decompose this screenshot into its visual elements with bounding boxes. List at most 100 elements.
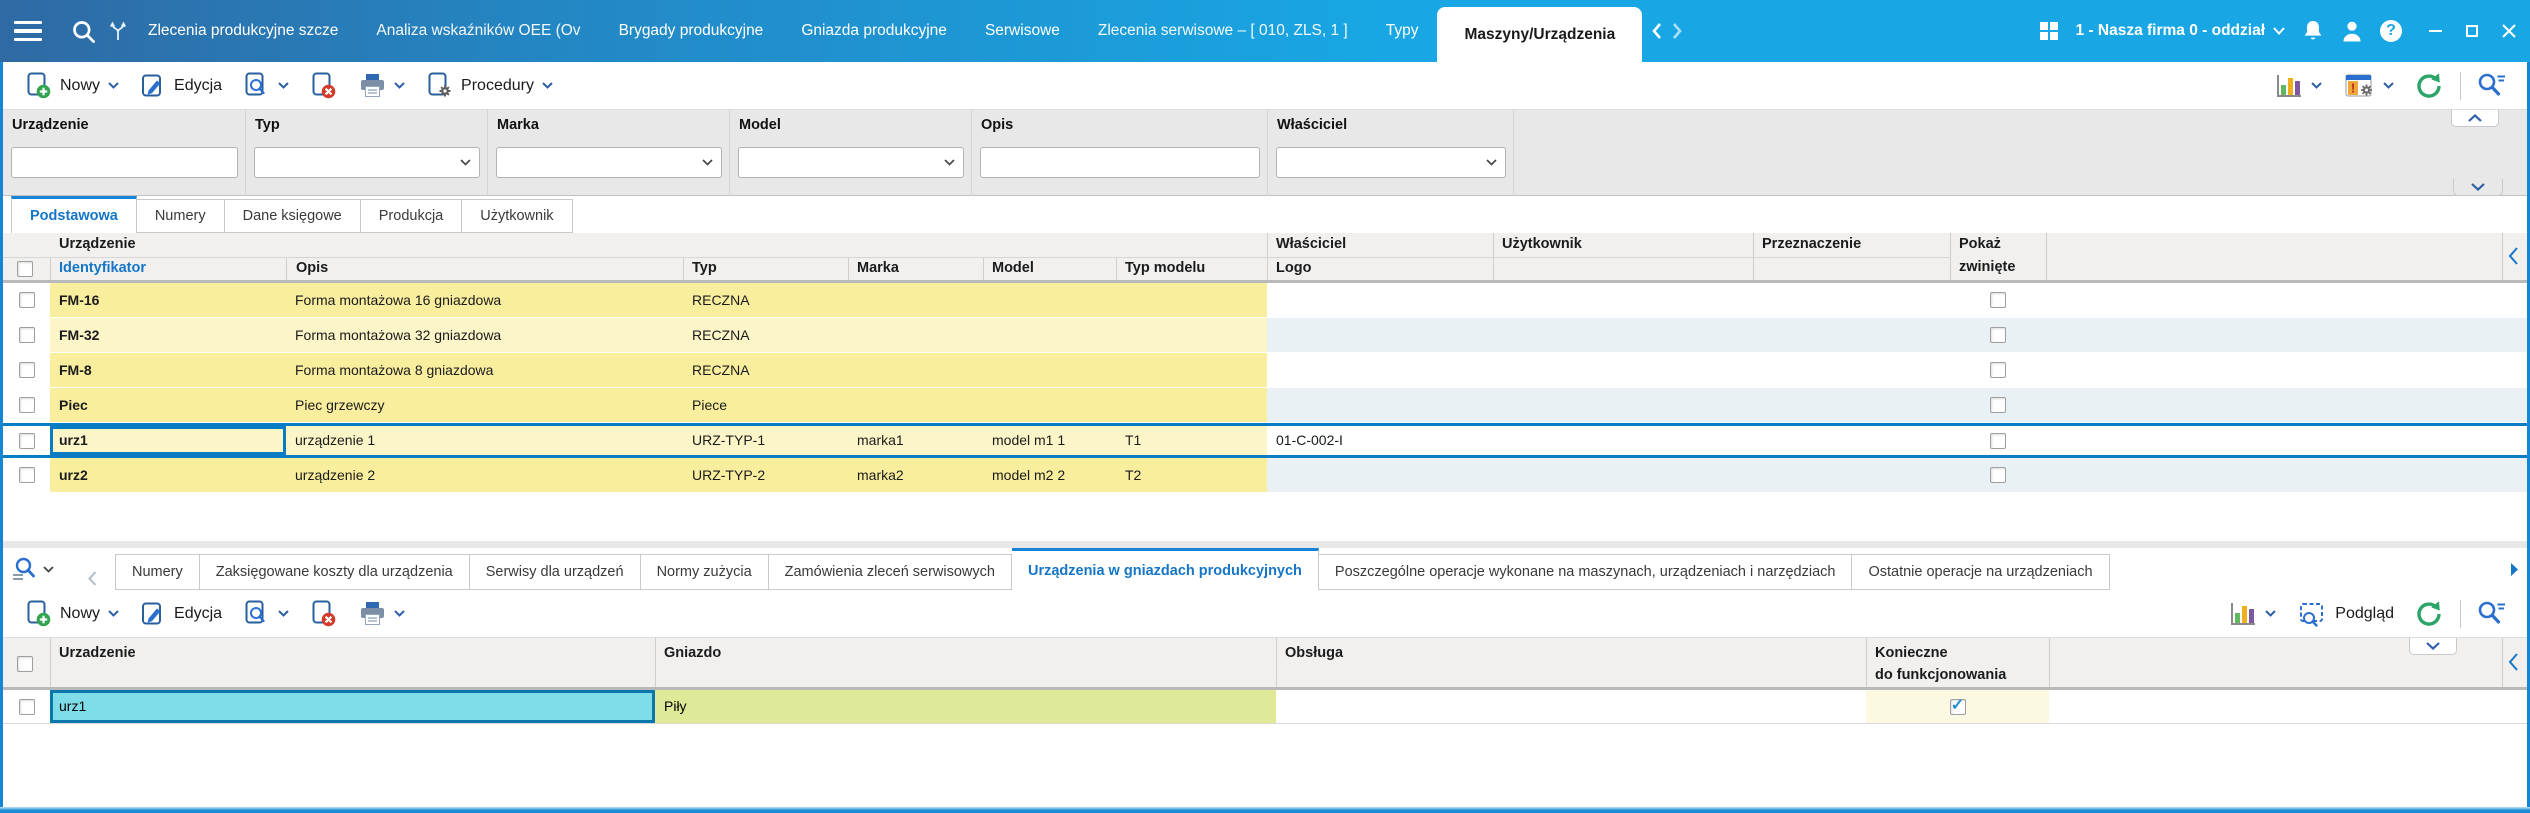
cell-typ[interactable]: URZ-TYP-2	[683, 458, 848, 492]
apps-grid-icon[interactable]	[2039, 21, 2059, 41]
expand-filter-panel-button[interactable]	[2453, 179, 2503, 196]
tab-serwisy-dla-urzadzen[interactable]: Serwisy dla urządzeń	[469, 554, 641, 590]
cell-typ[interactable]: Piece	[683, 388, 848, 422]
search-icon[interactable]	[70, 18, 97, 45]
cell-typ[interactable]: URZ-TYP-1	[683, 426, 848, 455]
bottom-tabs-scroll-left-icon[interactable]	[88, 571, 97, 586]
cell-identyfikator[interactable]: urz2	[50, 458, 286, 492]
tab-typy[interactable]: Typy	[1385, 22, 1419, 39]
cell-identyfikator[interactable]: urz1	[50, 426, 286, 455]
tab-podstawowa[interactable]: Podstawowa	[11, 196, 137, 233]
row-checkbox[interactable]	[18, 698, 35, 715]
cell-przeznaczenie[interactable]	[1753, 283, 1950, 317]
cell-typ-modelu[interactable]	[1116, 318, 1267, 352]
hamburger-menu-icon[interactable]	[14, 20, 42, 42]
row-checkbox[interactable]	[18, 327, 35, 343]
pokaz-zwiniete-checkbox[interactable]	[1990, 362, 2006, 378]
cell-marka[interactable]	[848, 318, 983, 352]
cell-typ-modelu[interactable]: T2	[1116, 458, 1267, 492]
collapse-columns-left-icon-bottom[interactable]	[2508, 652, 2519, 672]
column-header-logo[interactable]: Logo	[1276, 260, 1312, 276]
row-checkbox[interactable]	[18, 362, 35, 378]
cell-model[interactable]	[983, 283, 1116, 317]
filter-select-wlasciciel[interactable]	[1276, 147, 1506, 178]
cell-model[interactable]: model m1 1	[983, 426, 1116, 455]
select-all-checkbox[interactable]	[17, 261, 33, 277]
tab-gniazda-produkcyjne[interactable]: Gniazda produkcyjne	[801, 22, 947, 39]
tabs-scroll-left-icon[interactable]	[1652, 23, 1662, 39]
column-header-typ-modelu[interactable]: Typ modelu	[1125, 260, 1206, 276]
group-header-wlasciciel[interactable]: Właściciel	[1276, 236, 1347, 252]
cell-marka[interactable]	[848, 353, 983, 387]
tab-zlecenia-serwisowe[interactable]: Zlecenia serwisowe – [ 010, ZLS, 1 ]	[1097, 22, 1348, 39]
cell-gniazdo[interactable]: Piły	[655, 690, 1276, 723]
notifications-bell-icon[interactable]	[2302, 19, 2324, 43]
find-button[interactable]	[233, 72, 300, 99]
table-row[interactable]: urz2 urządzenie 2 URZ-TYP-2 marka2 model…	[3, 458, 2527, 493]
advanced-search-button[interactable]	[2476, 72, 2507, 99]
cell-marka[interactable]	[848, 283, 983, 317]
cell-obsluga[interactable]	[1276, 690, 1866, 723]
tab-serwisowe[interactable]: Serwisowe	[984, 22, 1060, 39]
cell-przeznaczenie[interactable]	[1753, 353, 1950, 387]
collapse-bottom-panel-button[interactable]	[2409, 638, 2457, 655]
cell-logo[interactable]: 01-C-002-I	[1267, 426, 1493, 455]
tab-brygady-produkcyjne[interactable]: Brygady produkcyjne	[618, 22, 764, 39]
cell-identyfikator[interactable]: FM-8	[50, 353, 286, 387]
lookup-icon[interactable]	[11, 556, 37, 582]
cell-typ[interactable]: RECZNA	[683, 318, 848, 352]
table-row[interactable]: FM-32 Forma montażowa 32 gniazdowa RECZN…	[3, 318, 2527, 353]
cell-typ-modelu[interactable]	[1116, 388, 1267, 422]
company-selector[interactable]: 1 - Nasza firma 0 - oddział	[2076, 22, 2286, 40]
filter-select-model[interactable]	[738, 147, 964, 178]
tab-dane-ksiegowe[interactable]: Dane księgowe	[224, 199, 361, 233]
cell-marka[interactable]	[848, 388, 983, 422]
collapse-columns-left-icon[interactable]	[2508, 246, 2519, 266]
procedures-button[interactable]: Procedury	[416, 72, 564, 99]
column-header-typ[interactable]: Typ	[692, 260, 717, 276]
cell-logo[interactable]	[1267, 318, 1493, 352]
cell-przeznaczenie[interactable]	[1753, 318, 1950, 352]
group-header-urzadzenie[interactable]: Urządzenie	[59, 236, 136, 252]
new-button[interactable]: Nowy	[15, 72, 130, 99]
tab-uzytkownik[interactable]: Użytkownik	[462, 199, 573, 233]
cell-przeznaczenie[interactable]	[1753, 458, 1950, 492]
tab-produkcja[interactable]: Produkcja	[360, 199, 463, 233]
minimize-button[interactable]	[2429, 30, 2442, 32]
filter-input-urzadzenie[interactable]	[12, 148, 237, 177]
cell-uzytkownik[interactable]	[1493, 388, 1753, 422]
column-header-konieczne[interactable]: Konieczne	[1875, 645, 1948, 661]
cell-uzytkownik[interactable]	[1493, 458, 1753, 492]
cell-logo[interactable]	[1267, 283, 1493, 317]
column-header-urzadzenie-bottom[interactable]: Urzadzenie	[59, 645, 136, 661]
delete-button[interactable]	[300, 72, 348, 99]
refresh-button-bottom[interactable]	[2413, 598, 2445, 630]
cell-opis[interactable]: Forma montażowa 16 gniazdowa	[286, 283, 683, 317]
chart-view-button-bottom[interactable]	[2225, 601, 2280, 627]
user-profile-icon[interactable]	[2341, 19, 2363, 43]
cell-opis[interactable]: Piec grzewczy	[286, 388, 683, 422]
cell-logo[interactable]	[1267, 458, 1493, 492]
cell-opis[interactable]: Forma montażowa 8 gniazdowa	[286, 353, 683, 387]
row-checkbox[interactable]	[18, 432, 35, 449]
tab-urzadzenia-w-gniazdach[interactable]: Urządzenia w gniazdach produkcyjnych	[1011, 548, 1319, 590]
cell-typ-modelu[interactable]	[1116, 353, 1267, 387]
row-checkbox[interactable]	[18, 292, 35, 308]
advanced-search-button-bottom[interactable]	[2476, 600, 2507, 627]
tab-ostatnie-operacje[interactable]: Ostatnie operacje na urządzeniach	[1852, 554, 2110, 590]
bottom-tabs-scroll-right-icon[interactable]	[2510, 562, 2519, 577]
tab-numery[interactable]: Numery	[136, 199, 225, 233]
group-header-uzytkownik[interactable]: Użytkownik	[1502, 236, 1582, 252]
maximize-button[interactable]	[2466, 25, 2478, 37]
cell-identyfikator[interactable]: Piec	[50, 388, 286, 422]
select-all-checkbox-bottom[interactable]	[17, 656, 33, 672]
cell-typ-modelu[interactable]: T1	[1116, 426, 1267, 455]
cell-model[interactable]	[983, 318, 1116, 352]
cell-marka[interactable]: marka1	[848, 426, 983, 455]
cell-typ[interactable]: RECZNA	[683, 353, 848, 387]
cell-uzytkownik[interactable]	[1493, 426, 1753, 455]
cell-identyfikator[interactable]: FM-16	[50, 283, 286, 317]
tab-normy-zuzycia[interactable]: Normy zużycia	[640, 554, 769, 590]
filter-input-opis[interactable]	[981, 148, 1259, 177]
cell-urzadzenie-editing[interactable]: urz1	[50, 690, 655, 723]
